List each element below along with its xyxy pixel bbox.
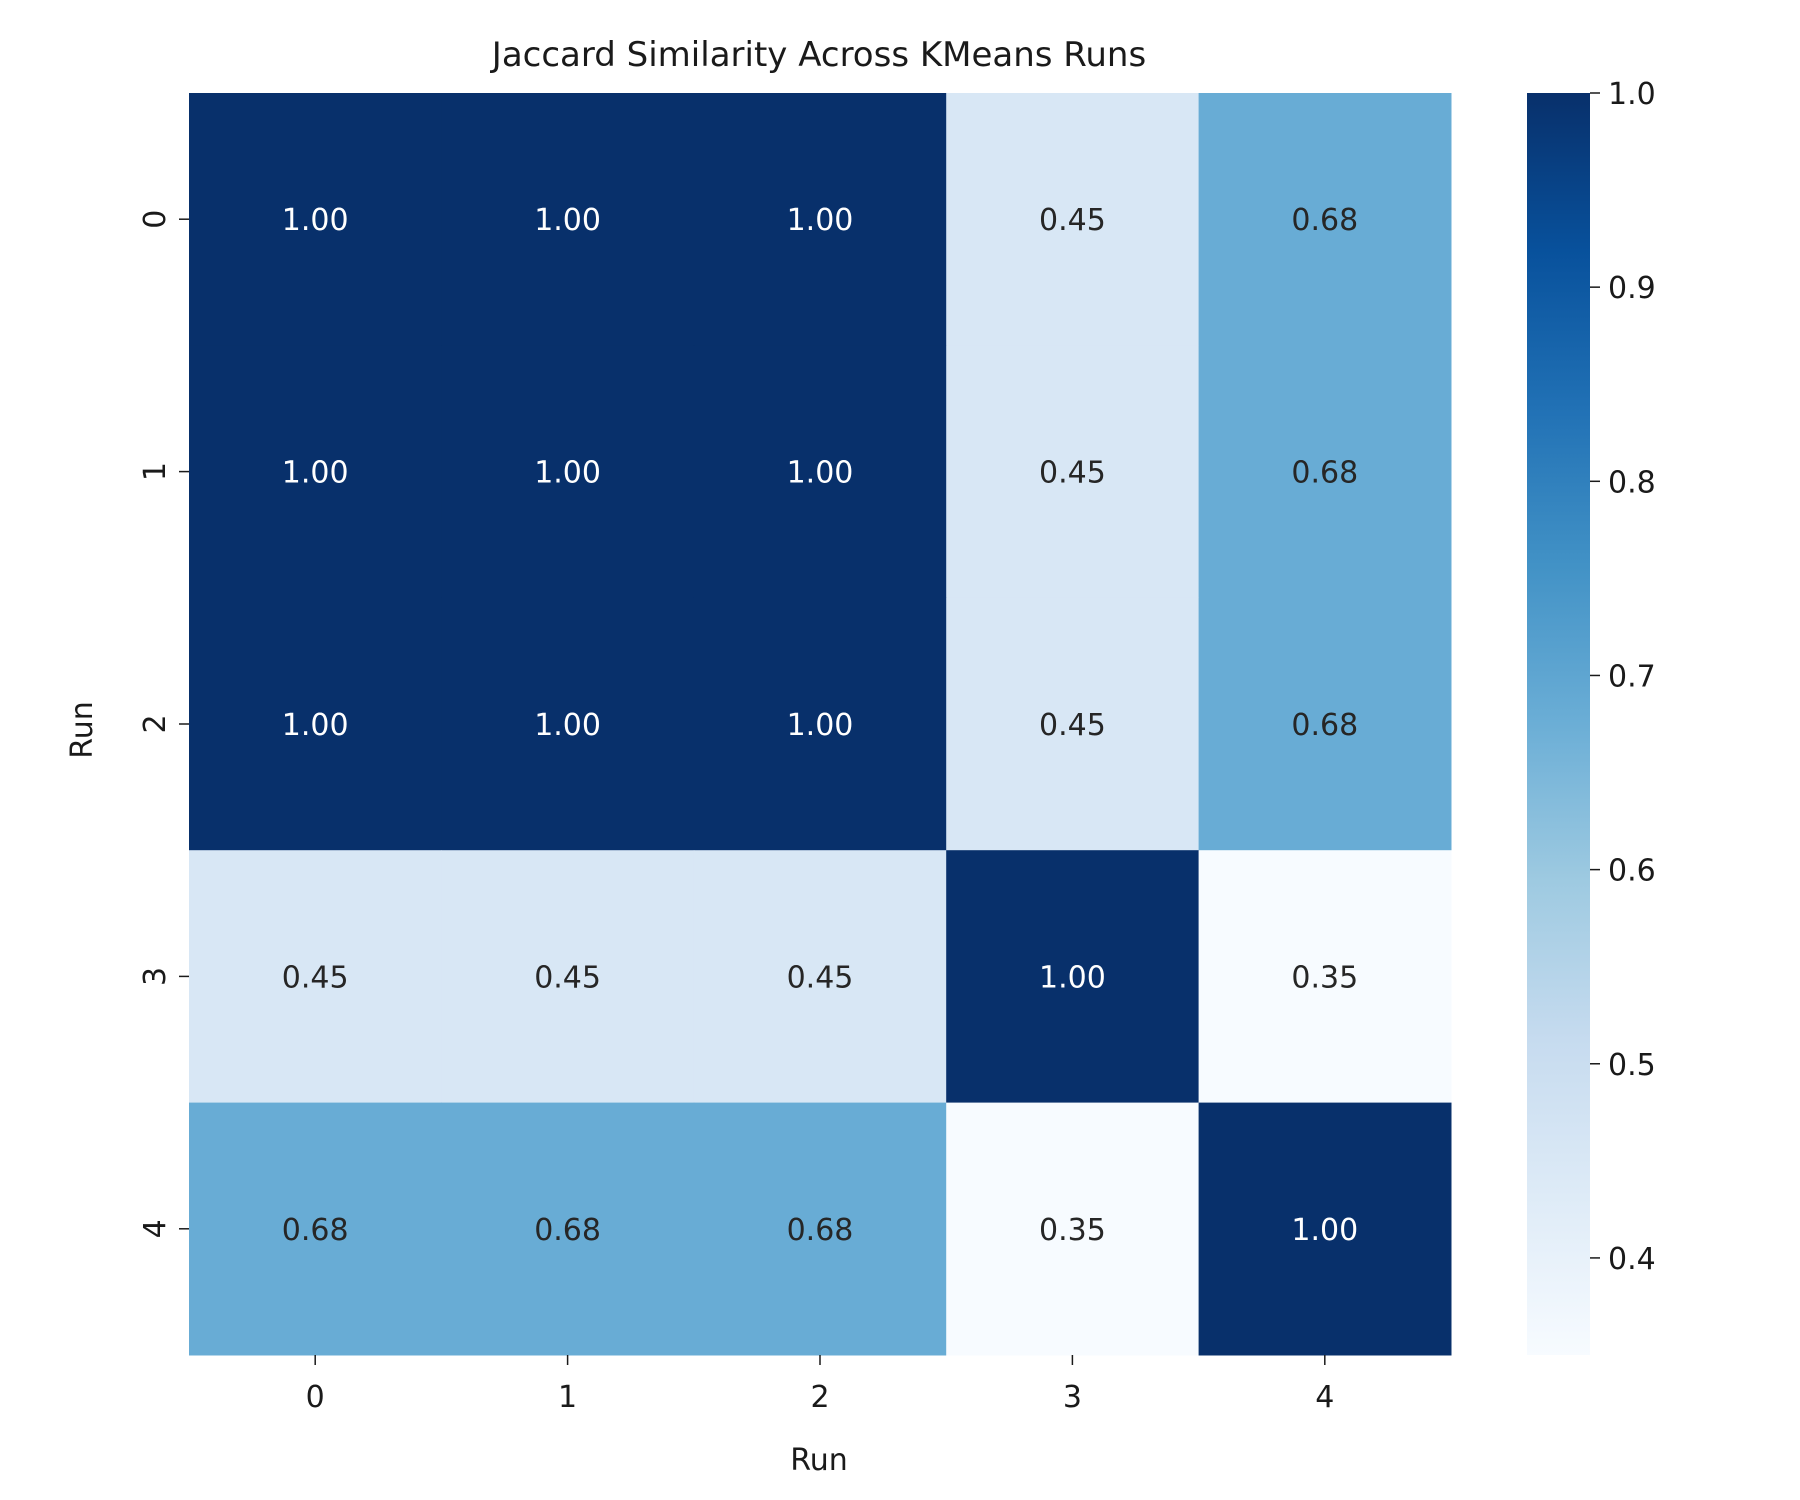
y-axis: 0 1 2 3 4 xyxy=(138,210,189,1238)
heatmap-cell xyxy=(441,597,695,851)
heatmap-cell xyxy=(189,345,442,599)
heatmap-cell xyxy=(1198,1102,1452,1356)
heatmap-cell xyxy=(1198,850,1452,1104)
cell-value-label: 1.00 xyxy=(1291,1213,1358,1248)
y-tick-label: 4 xyxy=(138,1219,173,1238)
heatmap-cell xyxy=(1198,345,1452,599)
y-tick-label: 1 xyxy=(138,462,173,481)
cell-value-label: 0.45 xyxy=(282,960,349,995)
heatmap-cell xyxy=(1198,597,1452,851)
colorbar-tick-label: 0.9 xyxy=(1608,271,1656,306)
cell-value-label: 0.68 xyxy=(534,1213,601,1248)
heatmap-cell xyxy=(946,850,1200,1104)
x-tick-label: 3 xyxy=(1063,1380,1082,1415)
heatmap-cell xyxy=(693,345,947,599)
heatmap-cell xyxy=(441,850,695,1104)
cell-value-label: 0.68 xyxy=(282,1213,349,1248)
y-tick-label: 2 xyxy=(138,714,173,733)
heatmap-cell xyxy=(946,1102,1200,1356)
cell-value-label: 0.68 xyxy=(1291,708,1358,743)
colorbar-tick-label: 0.6 xyxy=(1608,854,1656,889)
heatmap-cell xyxy=(946,345,1200,599)
cell-value-label: 0.45 xyxy=(787,960,854,995)
cell-value-label: 1.00 xyxy=(534,203,601,238)
cell-value-label: 0.45 xyxy=(1039,708,1106,743)
cell-value-label: 0.68 xyxy=(787,1213,854,1248)
x-tick-label: 2 xyxy=(810,1380,829,1415)
heatmap-cell xyxy=(1198,93,1452,346)
heatmap-cell xyxy=(693,597,947,851)
heatmap-cell xyxy=(441,345,695,599)
colorbar-tick-label: 0.4 xyxy=(1608,1242,1656,1277)
cell-value-label: 0.45 xyxy=(1039,456,1106,491)
cell-value-label: 0.45 xyxy=(534,960,601,995)
cell-value-label: 1.00 xyxy=(534,708,601,743)
cell-value-label: 1.00 xyxy=(787,203,854,238)
cell-value-label: 1.00 xyxy=(787,456,854,491)
colorbar-gradient xyxy=(1527,93,1590,1355)
cell-value-label: 0.68 xyxy=(1291,456,1358,491)
cell-value-label: 0.35 xyxy=(1039,1213,1106,1248)
cell-value-label: 1.00 xyxy=(282,708,349,743)
y-tick-label: 0 xyxy=(138,210,173,229)
colorbar-tick-label: 0.7 xyxy=(1608,659,1656,694)
heatmap-cell-labels: 1.00 1.00 1.00 0.45 0.68 1.00 1.00 1.00 0.45 0.68… xyxy=(282,203,1358,1248)
cell-value-label: 1.00 xyxy=(534,456,601,491)
y-tick-label: 3 xyxy=(138,967,173,986)
y-axis-label: Run xyxy=(65,701,100,759)
x-axis-label: Run xyxy=(790,1443,848,1478)
cell-value-label: 1.00 xyxy=(282,456,349,491)
colorbar-tick-label: 0.8 xyxy=(1608,465,1656,500)
colorbar-tick-label: 0.5 xyxy=(1608,1048,1656,1083)
heatmap-cell xyxy=(946,93,1200,346)
x-tick-label: 1 xyxy=(558,1380,577,1415)
chart-title: Jaccard Similarity Across KMeans Runs xyxy=(490,35,1146,75)
heatmap-cell xyxy=(189,597,442,851)
cell-value-label: 1.00 xyxy=(1039,960,1106,995)
heatmap-cell xyxy=(441,93,695,346)
cell-value-label: 0.35 xyxy=(1291,960,1358,995)
heatmap-cell xyxy=(189,93,442,346)
heatmap-cell xyxy=(946,597,1200,851)
x-axis: 0 1 2 3 4 xyxy=(306,1355,1334,1415)
x-tick-label: 0 xyxy=(306,1380,325,1415)
x-tick-label: 4 xyxy=(1315,1380,1334,1415)
colorbar-tick-label: 1.0 xyxy=(1608,77,1656,112)
heatmap-cell xyxy=(693,850,947,1104)
heatmap-cell xyxy=(693,1102,947,1356)
cell-value-label: 0.68 xyxy=(1291,203,1358,238)
colorbar: 0.4 0.5 0.6 0.7 0.8 0.9 1.0 xyxy=(1527,77,1656,1355)
heatmap-cells xyxy=(189,93,1452,1356)
cell-value-label: 1.00 xyxy=(787,708,854,743)
heatmap-cell xyxy=(441,1102,695,1356)
heatmap-cell xyxy=(693,93,947,346)
heatmap-cell xyxy=(189,850,442,1104)
heatmap-cell xyxy=(189,1102,442,1356)
cell-value-label: 1.00 xyxy=(282,203,349,238)
cell-value-label: 0.45 xyxy=(1039,203,1106,238)
